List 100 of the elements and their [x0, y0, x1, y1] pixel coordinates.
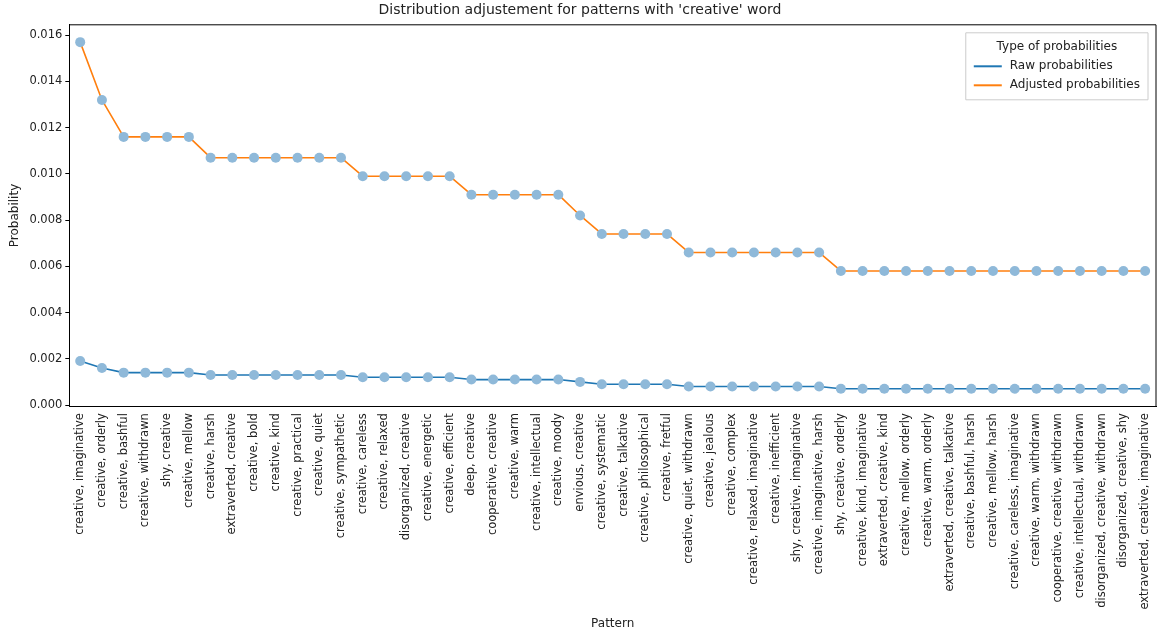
point	[509, 189, 520, 200]
point	[575, 376, 586, 387]
point	[922, 383, 933, 394]
point	[1053, 265, 1064, 276]
point	[335, 369, 346, 380]
x-tick-label: disorganized, creative, withdrawn	[1093, 413, 1108, 608]
point	[575, 210, 586, 221]
point	[357, 171, 368, 182]
x-tick-label: creative, quiet, withdrawn	[680, 413, 695, 564]
point	[618, 379, 629, 390]
x-tick-label: creative, sympathetic	[332, 413, 347, 539]
x-tick-label: creative, imaginative, harsh	[811, 413, 826, 575]
point	[879, 383, 890, 394]
point	[705, 381, 716, 392]
chart-title: Distribution adjustement for patterns with 'creative' word	[378, 1, 782, 18]
x-tick-label: creative, systematic	[593, 413, 608, 530]
point	[1118, 383, 1129, 394]
point	[727, 381, 738, 392]
point	[1074, 265, 1085, 276]
x-tick-label: cooperative, creative, withdrawn	[1050, 413, 1065, 603]
x-tick-label: creative, complex	[724, 412, 739, 516]
x-tick-label: creative, fretful	[658, 413, 673, 502]
point	[357, 372, 368, 383]
point	[292, 152, 303, 163]
point	[183, 131, 194, 142]
y-tick-label: 0.016	[29, 27, 63, 42]
legend-label: Adjusted probabilities	[1009, 77, 1140, 92]
x-tick-label: disorganized, creative	[398, 413, 413, 541]
point	[75, 37, 86, 48]
point	[314, 369, 325, 380]
point	[1140, 265, 1151, 276]
y-tick-label: 0.006	[29, 258, 63, 273]
point	[770, 381, 781, 392]
x-tick-label: creative, mellow, harsh	[984, 413, 999, 548]
point	[944, 265, 955, 276]
x-tick-label: creative, talkative	[615, 413, 630, 517]
point	[531, 374, 542, 385]
point	[618, 228, 629, 239]
point	[488, 374, 499, 385]
x-tick-label: creative, inefficient	[767, 412, 782, 525]
point	[227, 369, 238, 380]
point	[205, 369, 216, 380]
point	[683, 247, 694, 258]
x-tick-label: extraverted, creative, kind	[876, 413, 891, 567]
point	[901, 383, 912, 394]
x-tick-label: creative, warm, orderly	[919, 412, 934, 548]
point	[966, 383, 977, 394]
point	[662, 228, 672, 239]
point	[835, 265, 846, 276]
point	[444, 372, 455, 383]
point	[662, 379, 672, 390]
point	[227, 152, 238, 163]
point	[314, 152, 325, 163]
y-tick-label: 0.004	[29, 304, 63, 319]
x-tick-label: creative, bashful, harsh	[963, 413, 978, 549]
y-tick-label: 0.000	[29, 396, 63, 411]
point	[553, 189, 564, 200]
legend-title: Type of probabilities	[995, 39, 1118, 54]
point	[75, 356, 86, 367]
point	[401, 372, 412, 383]
point	[1009, 265, 1020, 276]
point	[1031, 383, 1042, 394]
point	[466, 189, 477, 200]
y-tick-label: 0.002	[29, 350, 63, 365]
point	[988, 383, 998, 394]
point	[118, 131, 129, 142]
point	[292, 369, 303, 380]
point	[1118, 265, 1129, 276]
point	[422, 372, 433, 383]
point	[531, 189, 542, 200]
point	[401, 171, 412, 182]
point	[1074, 383, 1085, 394]
x-tick-label: creative, withdrawn	[137, 413, 152, 528]
x-tick-label: creative, energetic	[419, 413, 434, 522]
x-tick-label: creative, careless	[354, 413, 369, 515]
y-tick-label: 0.008	[29, 212, 63, 227]
x-tick-label: shy, creative, imaginative	[789, 413, 804, 563]
x-tick-label: creative, philosophical	[637, 413, 652, 543]
point	[640, 228, 651, 239]
x-tick-label: creative, practical	[289, 413, 304, 517]
point	[792, 247, 803, 258]
point	[1053, 383, 1064, 394]
point	[640, 379, 651, 390]
point	[509, 374, 520, 385]
x-tick-label: creative, mellow, orderly	[898, 412, 913, 557]
x-tick-label: creative, kind, imaginative	[854, 413, 869, 567]
point	[249, 152, 260, 163]
point	[553, 374, 564, 385]
point	[705, 247, 716, 258]
point	[770, 247, 781, 258]
point	[922, 265, 933, 276]
point	[183, 367, 194, 378]
point	[270, 152, 281, 163]
x-tick-label: creative, bashful	[115, 413, 130, 510]
x-tick-label: extraverted, creative, talkative	[941, 413, 956, 592]
point	[140, 367, 151, 378]
point	[792, 381, 803, 392]
point	[96, 94, 107, 105]
x-tick-label: creative, moody	[550, 412, 565, 507]
point	[1096, 383, 1107, 394]
